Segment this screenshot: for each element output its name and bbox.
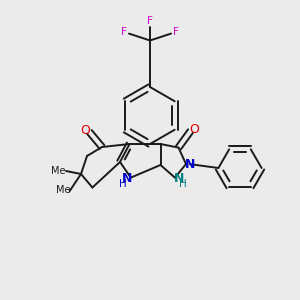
Text: H: H [179, 179, 187, 189]
Text: O: O [81, 124, 90, 137]
Text: F: F [173, 27, 179, 38]
Text: H: H [118, 179, 126, 189]
Text: F: F [147, 16, 153, 26]
Text: N: N [185, 158, 195, 171]
Text: F: F [121, 27, 127, 38]
Text: Me: Me [56, 184, 70, 195]
Text: N: N [122, 172, 132, 185]
Text: N: N [174, 172, 184, 185]
Text: Me: Me [51, 166, 66, 176]
Text: O: O [189, 123, 199, 136]
